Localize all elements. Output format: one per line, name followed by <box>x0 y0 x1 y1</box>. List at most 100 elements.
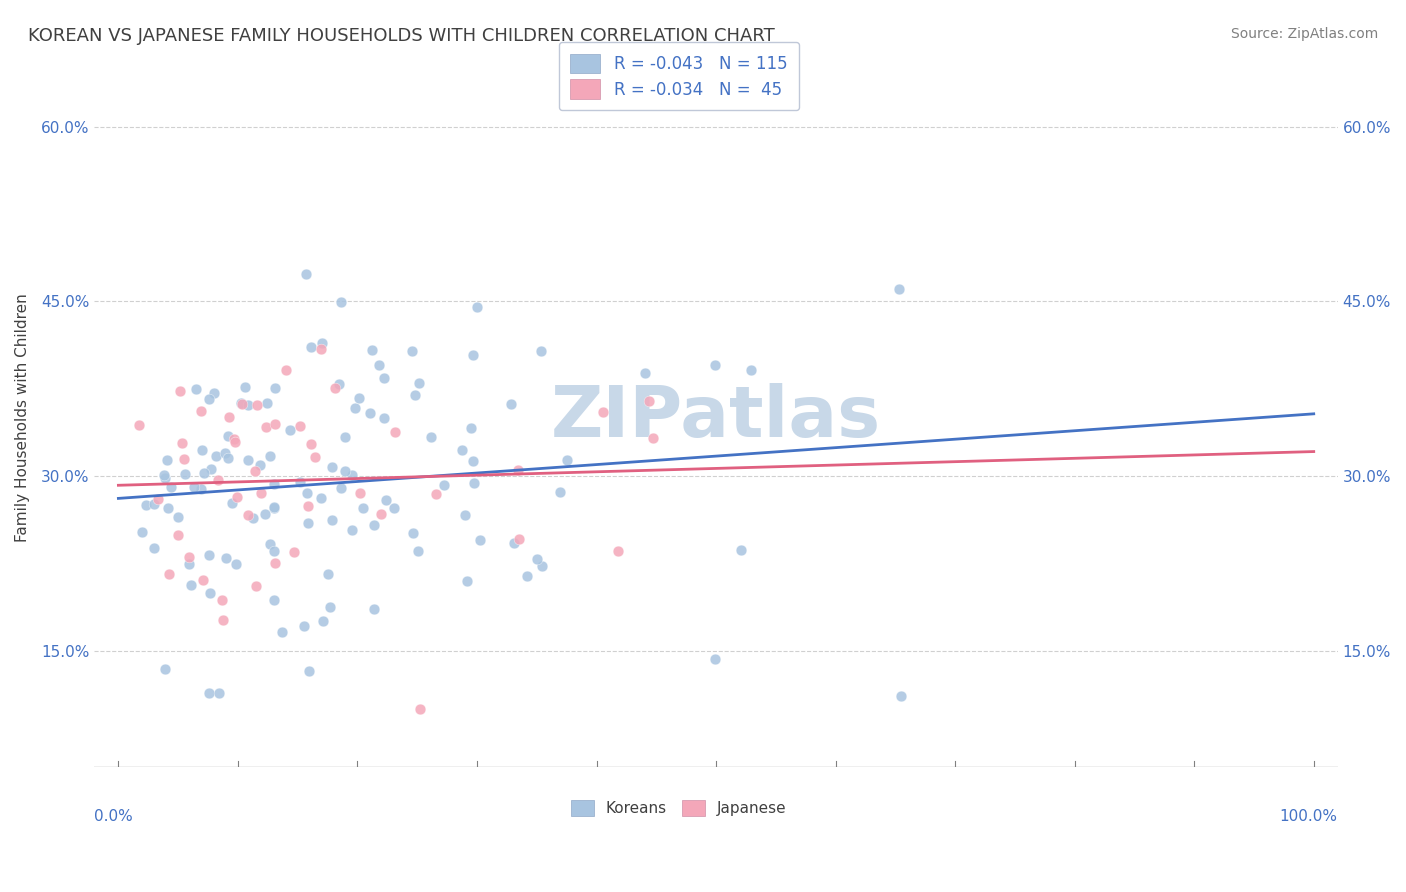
Point <box>516 568 538 582</box>
Point <box>298 664 321 678</box>
Point <box>198 686 221 700</box>
Point <box>173 467 195 482</box>
Point <box>456 574 478 589</box>
Point <box>169 384 191 399</box>
Point <box>135 498 157 512</box>
Point <box>335 464 357 478</box>
Point <box>173 452 195 467</box>
Point <box>263 500 285 514</box>
Point <box>359 406 381 420</box>
Point <box>352 500 374 515</box>
Point <box>231 395 253 409</box>
Point <box>592 405 614 419</box>
Point <box>555 453 578 467</box>
Text: 100.0%: 100.0% <box>1279 809 1337 824</box>
Point <box>259 449 281 463</box>
Point <box>375 492 398 507</box>
Point <box>401 343 423 358</box>
Point <box>183 480 205 494</box>
Point <box>321 512 343 526</box>
Point <box>508 532 530 546</box>
Point <box>433 478 456 492</box>
Text: KOREAN VS JAPANESE FAMILY HOUSEHOLDS WITH CHILDREN CORRELATION CHART: KOREAN VS JAPANESE FAMILY HOUSEHOLDS WIT… <box>28 27 775 45</box>
Point <box>143 541 166 556</box>
Point <box>340 523 363 537</box>
Point <box>184 382 207 396</box>
Point <box>225 557 247 571</box>
Point <box>179 549 201 564</box>
Point <box>703 358 725 372</box>
Point <box>155 471 177 485</box>
Point <box>499 397 522 411</box>
Point <box>207 473 229 487</box>
Point <box>311 336 333 351</box>
Point <box>167 528 190 542</box>
Point <box>425 487 447 501</box>
Point <box>278 423 301 437</box>
Point <box>222 432 245 446</box>
Point <box>463 454 485 468</box>
Point <box>890 689 912 703</box>
Point <box>451 442 474 457</box>
Point <box>363 601 385 615</box>
Point <box>263 500 285 515</box>
Point <box>367 358 389 372</box>
Point <box>297 499 319 513</box>
Point <box>526 552 548 566</box>
Point <box>340 468 363 483</box>
Point <box>548 485 571 500</box>
Point <box>263 477 285 491</box>
Point <box>205 449 228 463</box>
Point <box>271 624 294 639</box>
Point <box>256 395 278 409</box>
Point <box>329 482 352 496</box>
Point <box>198 548 221 562</box>
Point <box>463 475 485 490</box>
Text: ZIPatlas: ZIPatlas <box>551 384 882 452</box>
Point <box>370 507 392 521</box>
Point <box>190 404 212 418</box>
Point <box>309 342 332 356</box>
Point <box>128 417 150 432</box>
Point <box>208 686 231 700</box>
Point <box>283 545 305 559</box>
Text: 0.0%: 0.0% <box>94 809 134 824</box>
Point <box>264 556 287 570</box>
Point <box>231 397 253 411</box>
Point <box>641 431 664 445</box>
Point <box>420 430 443 444</box>
Point <box>503 536 526 550</box>
Point <box>217 429 239 443</box>
Point <box>637 393 659 408</box>
Point <box>634 366 657 380</box>
Point <box>347 391 370 405</box>
Point <box>309 491 332 505</box>
Point <box>382 500 405 515</box>
Point <box>211 592 233 607</box>
Point <box>361 343 384 358</box>
Point <box>214 551 236 566</box>
Point <box>245 579 267 593</box>
Point <box>297 516 319 530</box>
Point <box>406 544 429 558</box>
Point <box>193 467 215 481</box>
Text: Source: ZipAtlas.com: Source: ZipAtlas.com <box>1230 27 1378 41</box>
Point <box>253 507 276 521</box>
Legend: Koreans, Japanese: Koreans, Japanese <box>564 794 793 822</box>
Point <box>887 282 910 296</box>
Point <box>344 401 367 415</box>
Point <box>402 525 425 540</box>
Point <box>238 508 260 522</box>
Point <box>191 573 214 587</box>
Point <box>221 496 243 510</box>
Point <box>404 388 426 402</box>
Point <box>312 614 335 628</box>
Point <box>250 486 273 500</box>
Point <box>148 491 170 506</box>
Point <box>263 544 285 558</box>
Point <box>408 376 430 391</box>
Point <box>153 467 176 482</box>
Point <box>243 464 266 478</box>
Point <box>384 425 406 440</box>
Point <box>180 578 202 592</box>
